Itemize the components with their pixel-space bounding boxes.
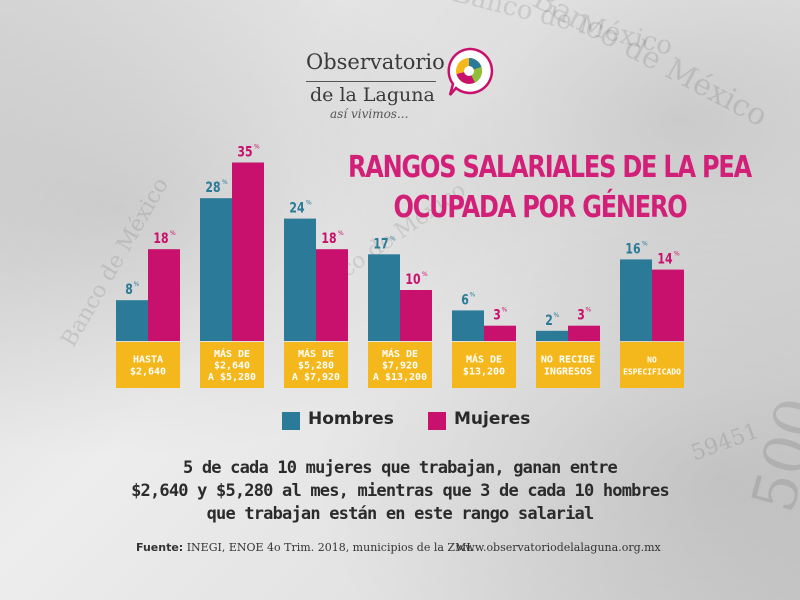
bar-hombres: [200, 198, 232, 341]
category-label: NO RECIBE: [541, 355, 595, 366]
data-label-hombres: 2: [545, 311, 553, 328]
bar-mujeres: [568, 325, 600, 341]
source-text: INEGI, ENOE 4o Trim. 2018, municipios de…: [183, 541, 474, 554]
category-label: MÁS DE: [298, 347, 334, 360]
category-label: $7,920: [382, 361, 418, 372]
bar-mujeres: [400, 290, 432, 341]
category-label: INGRESOS: [544, 367, 592, 378]
data-label-mujeres: 10: [405, 271, 420, 288]
bar-hombres: [536, 330, 568, 341]
legend-swatch-hombres: [282, 412, 300, 430]
data-label-mujeres: 3: [577, 306, 585, 323]
data-label-mujeres: 35: [237, 143, 252, 160]
category-label-box: [116, 342, 180, 388]
caption-line-3: que trabajan están en este rango salaria…: [206, 504, 595, 524]
data-label-hombres: 16: [625, 240, 640, 257]
category-label: HASTA: [133, 355, 163, 366]
data-label-unit-mujeres: %: [170, 230, 176, 237]
data-label-mujeres: 3: [493, 306, 501, 323]
category-label: $2,640: [130, 367, 166, 378]
logo-subtitle: de la Laguna: [310, 84, 435, 106]
category-label: A $5,280: [208, 372, 256, 383]
legend-swatch-mujeres: [428, 412, 446, 430]
bar-hombres: [368, 254, 400, 341]
data-label-unit-hombres: %: [134, 281, 140, 288]
data-label-unit-hombres: %: [306, 200, 312, 207]
bar-mujeres: [316, 249, 348, 341]
chart-title-line-1: RANGOS SALARIALES DE LA PEA: [348, 150, 752, 185]
category-label: A $13,200: [373, 372, 427, 383]
category-label: $2,640: [214, 361, 250, 372]
category-label-box: [452, 342, 516, 388]
legend-label-mujeres: Mujeres: [454, 409, 531, 429]
data-label-unit-mujeres: %: [586, 307, 592, 314]
data-label-unit-hombres: %: [222, 179, 228, 186]
caption-line-1: 5 de cada 10 mujeres que trabajan, ganan…: [182, 458, 618, 478]
category-label: ESPECIFICADO: [623, 368, 681, 377]
bar-mujeres: [148, 249, 180, 341]
bar-hombres: [284, 218, 316, 341]
data-label-unit-mujeres: %: [338, 230, 344, 237]
category-label: A $7,920: [292, 372, 340, 383]
logo: Observatorio de la Laguna así vivimos...: [300, 40, 500, 130]
data-label-unit-hombres: %: [390, 235, 396, 242]
caption: 5 de cada 10 mujeres que trabajan, ganan…: [100, 457, 700, 526]
bar-mujeres: [652, 269, 684, 341]
data-label-unit-hombres: %: [642, 240, 648, 247]
bar-hombres: [620, 259, 652, 341]
data-label-hombres: 28: [205, 179, 220, 196]
data-label-unit-mujeres: %: [422, 271, 428, 278]
data-label-mujeres: 18: [153, 230, 168, 247]
data-label-mujeres: 18: [321, 230, 336, 247]
data-label-hombres: 24: [289, 199, 304, 216]
data-label-hombres: 17: [373, 235, 388, 252]
category-label: $5,280: [298, 361, 334, 372]
category-label: MÁS DE: [382, 347, 418, 360]
data-label-unit-hombres: %: [554, 312, 560, 319]
bar-mujeres: [232, 162, 264, 341]
source-note: Fuente: INEGI, ENOE 4o Trim. 2018, munic…: [136, 541, 474, 554]
category-label: NO: [647, 356, 657, 365]
bar-hombres: [116, 300, 148, 341]
website-link[interactable]: www.observatoriodelalaguna.org.mx: [456, 541, 661, 554]
data-label-unit-hombres: %: [470, 291, 476, 298]
bar-mujeres: [484, 325, 516, 341]
category-label-box: [620, 342, 684, 388]
data-label-hombres: 8: [125, 281, 133, 298]
logo-title: Observatorio: [306, 50, 445, 74]
caption-line-2: $2,640 y $5,280 al mes, mientras que 3 d…: [131, 481, 670, 501]
category-label: MÁS DE: [214, 347, 250, 360]
data-label-unit-mujeres: %: [254, 144, 260, 151]
speech-bubble-icon: [447, 47, 494, 96]
category-label-box: [368, 342, 432, 388]
data-label-hombres: 6: [461, 291, 469, 308]
legend-label-hombres: Hombres: [308, 409, 394, 429]
logo-tagline: así vivimos...: [330, 107, 409, 121]
category-label-box: [200, 342, 264, 388]
chart-title-line-2: OCUPADA POR GÉNERO: [393, 190, 687, 225]
data-label-unit-mujeres: %: [674, 251, 680, 258]
bar-hombres: [452, 310, 484, 341]
category-label: $13,200: [463, 367, 505, 378]
logo-divider: [306, 81, 436, 82]
chart-title: RANGOS SALARIALES DE LA PEA OCUPADA POR …: [348, 148, 752, 228]
category-label: MÁS DE: [466, 353, 502, 366]
data-label-unit-mujeres: %: [502, 307, 508, 314]
category-label-box: [536, 342, 600, 388]
category-label-box: [284, 342, 348, 388]
source-label: Fuente:: [136, 541, 184, 554]
data-label-mujeres: 14: [657, 250, 672, 267]
